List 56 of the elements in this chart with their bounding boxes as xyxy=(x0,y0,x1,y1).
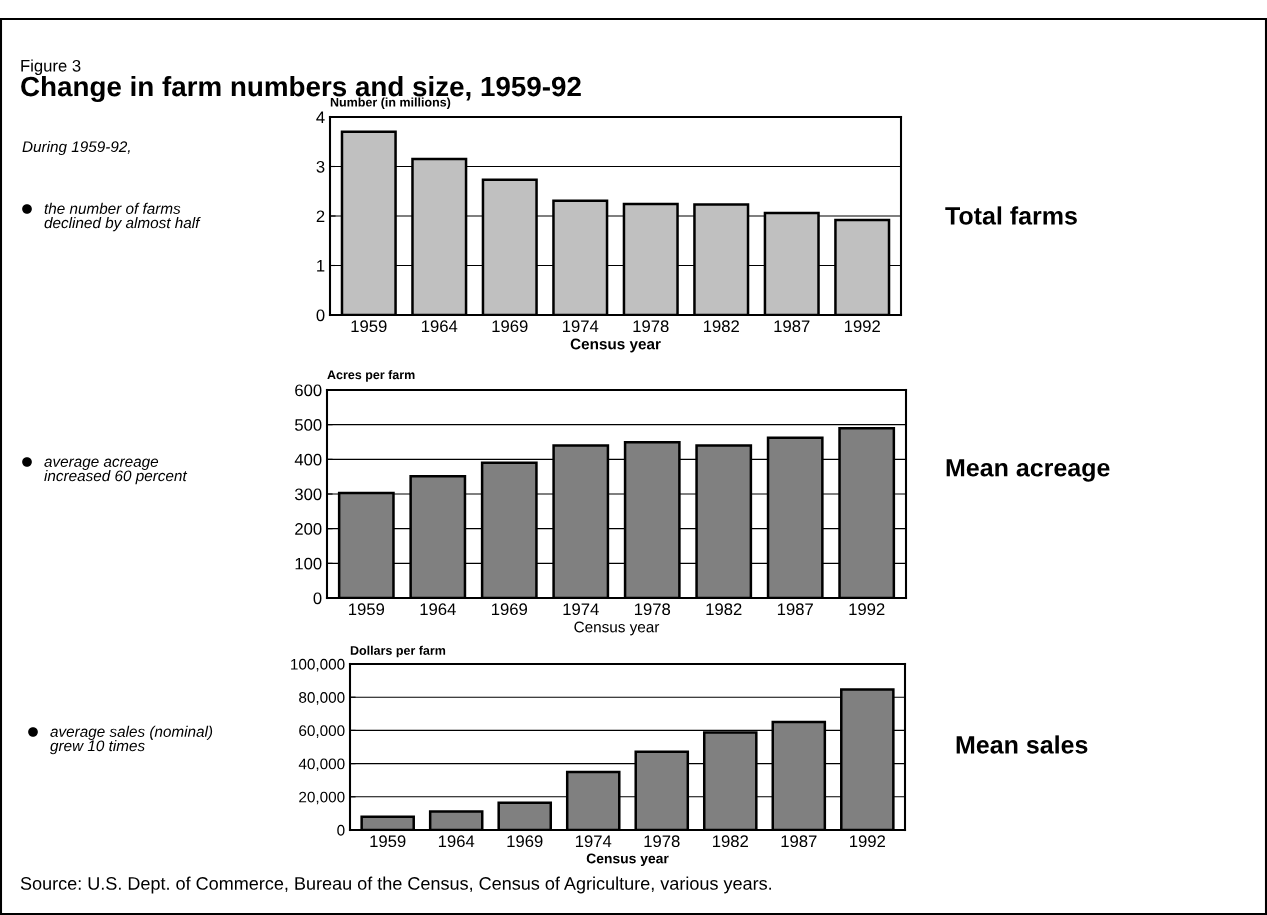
text: During 1959-92, xyxy=(22,140,130,156)
x-tick-label: 1978 xyxy=(634,603,671,616)
y-tick-label: 4 xyxy=(316,111,325,124)
y-tick-label: 0 xyxy=(316,309,325,322)
x-axis-title: Census year xyxy=(574,621,660,636)
x-tick-label: 1969 xyxy=(492,320,528,333)
x-tick-label: 1964 xyxy=(420,603,456,616)
x-tick-label: 1982 xyxy=(713,835,748,848)
y-tick-label: 0 xyxy=(337,824,345,836)
y-tick-label: 3 xyxy=(316,160,325,173)
y-tick-label: 40,000 xyxy=(298,758,345,772)
x-axis-title: Census year xyxy=(586,853,669,867)
y-tick-label: 80,000 xyxy=(299,692,345,705)
x-tick-label: 1964 xyxy=(438,835,475,848)
y-tick-label: 100 xyxy=(295,557,322,570)
text: Mean sales xyxy=(956,735,1088,754)
y-tick-label: 600 xyxy=(295,384,322,397)
text: Mean acreage xyxy=(946,459,1110,482)
x-axis-title: Census year xyxy=(570,338,661,353)
x-tick-label: 1969 xyxy=(507,835,543,848)
y-tick-label: 0 xyxy=(313,592,322,605)
y-tick-label: 300 xyxy=(294,488,322,501)
y-tick-label: 2 xyxy=(316,210,325,223)
x-tick-label: 1982 xyxy=(706,603,742,616)
text: average acreage increased 60 percent xyxy=(44,458,188,485)
x-tick-label: 1959 xyxy=(349,603,385,616)
x-tick-label: 1974 xyxy=(562,320,599,333)
y-axis-title: Dollars per farm xyxy=(350,645,446,658)
x-tick-label: 1987 xyxy=(777,603,813,616)
x-tick-label: 1982 xyxy=(703,320,739,333)
y-tick-label: 400 xyxy=(294,453,322,466)
caption: Figure 3 xyxy=(21,59,81,75)
x-tick-label: 1992 xyxy=(849,603,885,616)
x-tick-label: 1992 xyxy=(850,835,886,848)
x-tick-label: 1987 xyxy=(781,835,817,848)
text: average sales (nominal) grew 10 times xyxy=(50,725,213,755)
x-tick-label: 1978 xyxy=(633,320,669,333)
y-tick-label: 60,000 xyxy=(299,725,345,738)
x-tick-label: 1974 xyxy=(563,603,599,616)
x-tick-label: 1978 xyxy=(644,835,680,848)
source-note: Source: U.S. Dept. of Commerce, Bureau of the Census, Census of Agriculture, various years. xyxy=(20,876,772,894)
x-tick-label: 1987 xyxy=(774,320,810,333)
x-tick-label: 1974 xyxy=(575,835,612,848)
y-tick-label: 500 xyxy=(295,419,322,431)
x-tick-label: 1969 xyxy=(492,603,528,616)
text: Total farms xyxy=(945,206,1077,225)
x-tick-label: 1959 xyxy=(351,320,387,333)
text: the number of farms declined by almost half xyxy=(44,202,201,232)
y-tick-label: 20,000 xyxy=(299,791,345,805)
x-tick-label: 1992 xyxy=(844,320,880,333)
y-axis-title: Acres per farm xyxy=(327,370,415,382)
x-tick-label: 1964 xyxy=(422,320,458,333)
y-tick-label: 1 xyxy=(317,260,325,272)
y-tick-label: 200 xyxy=(295,523,322,535)
x-tick-label: 1959 xyxy=(370,835,406,848)
y-tick-label: 100,000 xyxy=(291,658,345,672)
